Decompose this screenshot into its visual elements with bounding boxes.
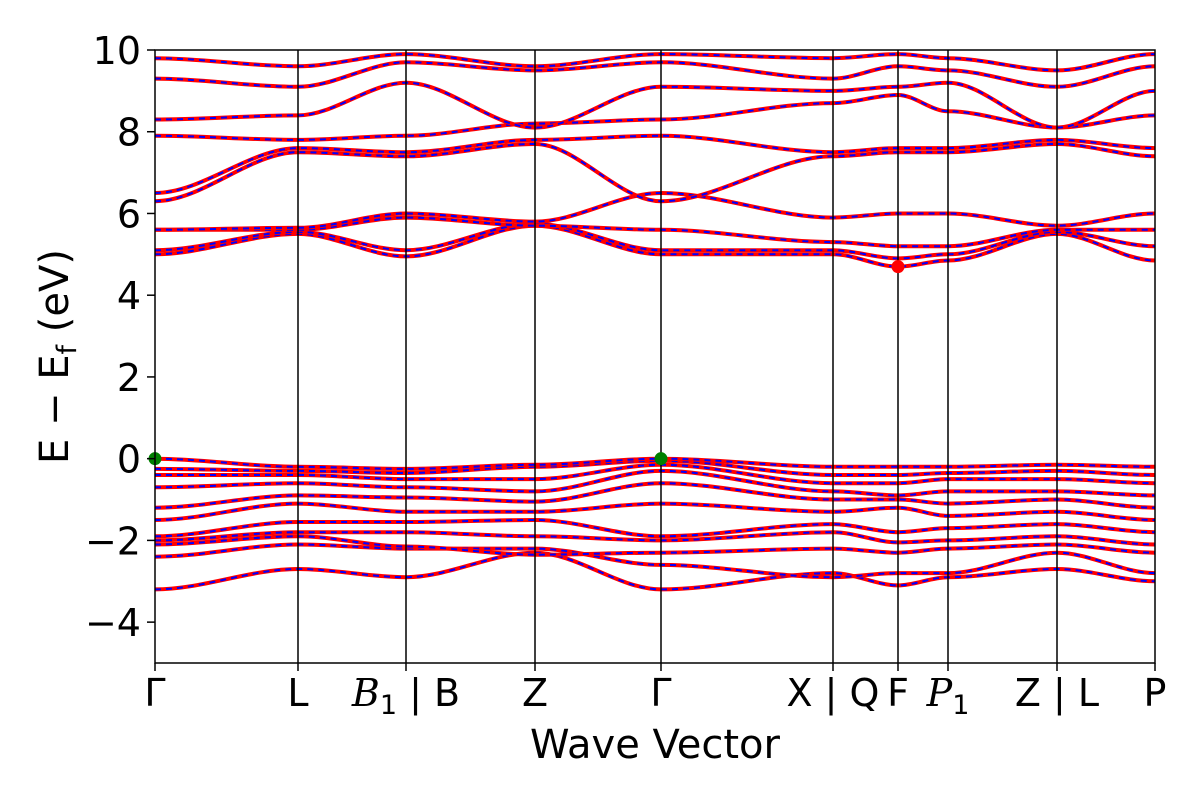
band-spin-down-17	[155, 93, 1155, 141]
band-spin-down-0	[155, 551, 1155, 591]
x-tick-label-4: Γ	[650, 671, 671, 715]
x-axis-ticks: Γ L B1 | B Z Γ X | Q F P1 Z | L P	[144, 663, 1166, 721]
y-axis-label-unit: (eV)	[32, 249, 78, 345]
band-spin-down-6	[155, 482, 1155, 509]
band-spin-down-19	[155, 61, 1155, 88]
x-tick-label-7: P1	[926, 671, 970, 721]
y-tick-label-5: 0	[117, 438, 141, 482]
x-axis-label: Wave Vector	[530, 722, 781, 768]
y-tick-label-6: −2	[85, 519, 141, 563]
band-spin-down-11	[155, 224, 1155, 268]
y-axis-label: E − Ef (eV)	[32, 249, 83, 464]
band-spin-up-17	[155, 92, 1155, 142]
vbm-marker-1	[654, 452, 668, 466]
band-spin-down-8	[155, 463, 1155, 485]
plot-frame	[154, 49, 1156, 664]
y-tick-label-1: 8	[117, 111, 141, 155]
band-spin-up-14	[155, 190, 1155, 232]
y-tick-label-7: −4	[85, 601, 141, 645]
x-tick-label-5: X | Q	[787, 671, 880, 716]
bands-layer	[155, 52, 1155, 592]
y-tick-label-3: 4	[117, 274, 141, 318]
extrema-markers	[148, 260, 905, 466]
y-tick-label-2: 6	[117, 192, 141, 236]
band-spin-down-4	[155, 518, 1155, 538]
band-spin-down-13	[155, 216, 1155, 248]
band-spin-down-15	[155, 142, 1155, 203]
band-spin-down-20	[155, 53, 1155, 72]
band-spin-up-0	[155, 550, 1155, 592]
band-spin-up-5	[155, 501, 1155, 522]
y-axis-label-sub: f	[52, 343, 83, 354]
band-spin-up-12	[155, 221, 1155, 261]
band-spin-down-7	[155, 469, 1155, 497]
x-tick-label-9: P	[1144, 671, 1167, 715]
band-spin-down-9	[155, 459, 1155, 477]
band-spin-down-1	[155, 543, 1155, 579]
band-spin-down-2	[155, 535, 1155, 556]
y-tick-label-4: 2	[117, 356, 141, 400]
x-tick-label-2: B1 | B	[351, 671, 460, 721]
band-spin-down-3	[155, 531, 1155, 546]
band-spin-down-5	[155, 502, 1155, 521]
x-tick-label-1: L	[287, 671, 308, 715]
x-tick-label-6: F	[887, 671, 909, 715]
band-spin-down-10	[155, 457, 1155, 470]
x-tick-label-0: Γ	[144, 671, 165, 715]
x-tick-label-3: Z	[522, 671, 548, 715]
band-spin-down-18	[155, 81, 1155, 129]
x-tick-label-8: Z | L	[1015, 671, 1099, 716]
y-axis-ticks: 10 8 6 4 2 0 −2 −4	[85, 29, 155, 645]
kpoint-lines	[297, 50, 1058, 663]
cbm-marker-2	[891, 260, 905, 274]
y-tick-label-0: 10	[93, 29, 141, 73]
y-axis-label-main: E − E	[32, 354, 78, 464]
band-spin-down-14	[155, 191, 1155, 231]
band-spin-down-16	[155, 134, 1155, 194]
